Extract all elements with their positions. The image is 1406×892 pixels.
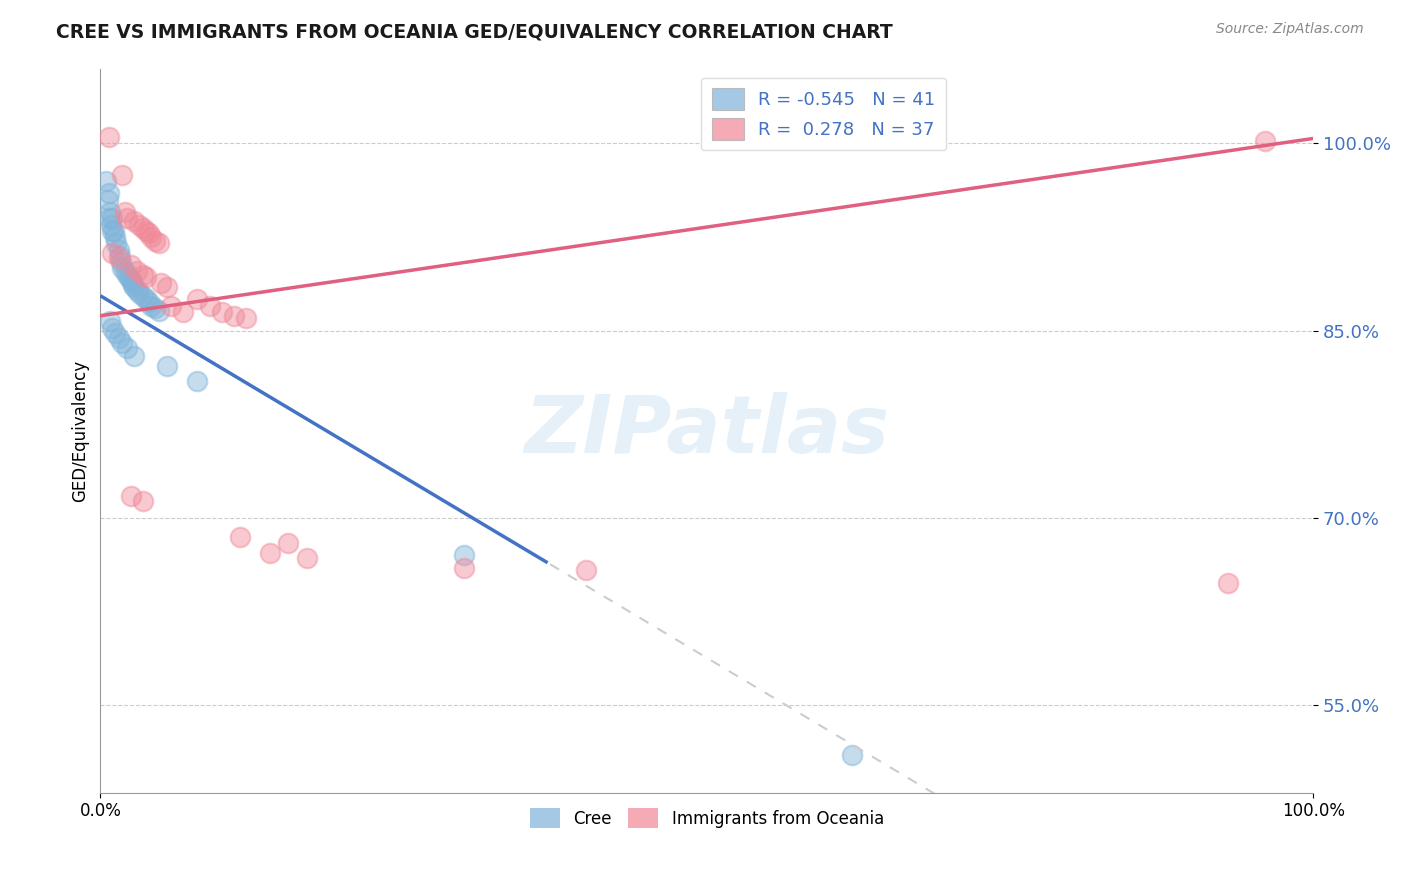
Point — [186, 293, 208, 307]
Point — [108, 249, 131, 263]
Point — [453, 561, 475, 575]
Point — [125, 264, 148, 278]
Point — [841, 748, 863, 763]
Point — [141, 299, 163, 313]
Point — [186, 374, 208, 388]
Point — [124, 280, 146, 294]
Point — [277, 536, 299, 550]
Point — [120, 489, 142, 503]
Point — [100, 218, 122, 232]
Point — [148, 303, 170, 318]
Point — [107, 331, 129, 345]
Point — [114, 205, 136, 219]
Point — [114, 264, 136, 278]
Point — [198, 299, 221, 313]
Point — [125, 283, 148, 297]
Point — [138, 227, 160, 241]
Point — [128, 218, 150, 232]
Text: CREE VS IMMIGRANTS FROM OCEANIA GED/EQUIVALENCY CORRELATION CHART: CREE VS IMMIGRANTS FROM OCEANIA GED/EQUI… — [56, 22, 893, 41]
Point — [111, 261, 134, 276]
Point — [132, 289, 155, 303]
Point — [141, 230, 163, 244]
Point — [122, 277, 145, 292]
Point — [115, 211, 138, 226]
Point — [107, 252, 129, 266]
Point — [135, 224, 157, 238]
Point — [1218, 575, 1240, 590]
Point — [101, 211, 124, 226]
Point — [101, 321, 124, 335]
Point — [124, 349, 146, 363]
Point — [235, 311, 257, 326]
Point — [107, 243, 129, 257]
Point — [211, 305, 233, 319]
Y-axis label: GED/Equivalency: GED/Equivalency — [72, 359, 89, 501]
Point — [104, 326, 127, 341]
Point — [156, 280, 179, 294]
Point — [135, 270, 157, 285]
Point — [128, 286, 150, 301]
Legend: Cree, Immigrants from Oceania: Cree, Immigrants from Oceania — [523, 801, 890, 835]
Point — [138, 295, 160, 310]
Point — [98, 314, 121, 328]
Point — [120, 258, 142, 272]
Point — [110, 255, 132, 269]
Point — [132, 268, 155, 282]
Point — [150, 277, 173, 291]
Point — [98, 205, 121, 219]
Point — [115, 268, 138, 282]
Point — [97, 130, 120, 145]
Point — [97, 186, 120, 201]
Point — [156, 359, 179, 373]
Point — [105, 236, 128, 251]
Point — [121, 275, 143, 289]
Point — [259, 546, 281, 560]
Point — [111, 168, 134, 182]
Point — [118, 270, 141, 285]
Point — [104, 230, 127, 244]
Point — [115, 341, 138, 355]
Point — [101, 224, 124, 238]
Point — [101, 246, 124, 260]
Point — [172, 305, 194, 319]
Point — [135, 293, 157, 307]
Point — [143, 234, 166, 248]
Point — [132, 493, 155, 508]
Point — [132, 221, 155, 235]
Point — [1254, 134, 1277, 148]
Point — [574, 563, 596, 577]
Point — [124, 214, 146, 228]
Text: Source: ZipAtlas.com: Source: ZipAtlas.com — [1216, 22, 1364, 37]
Point — [120, 272, 142, 286]
Point — [222, 309, 245, 323]
Point — [159, 299, 181, 313]
Point — [229, 530, 252, 544]
Point — [103, 224, 125, 238]
Point — [295, 550, 318, 565]
Point — [97, 211, 120, 226]
Point — [143, 301, 166, 316]
Point — [97, 193, 120, 207]
Point — [96, 174, 118, 188]
Text: ZIPatlas: ZIPatlas — [524, 392, 890, 469]
Point — [453, 549, 475, 563]
Point — [148, 236, 170, 251]
Point — [111, 336, 134, 351]
